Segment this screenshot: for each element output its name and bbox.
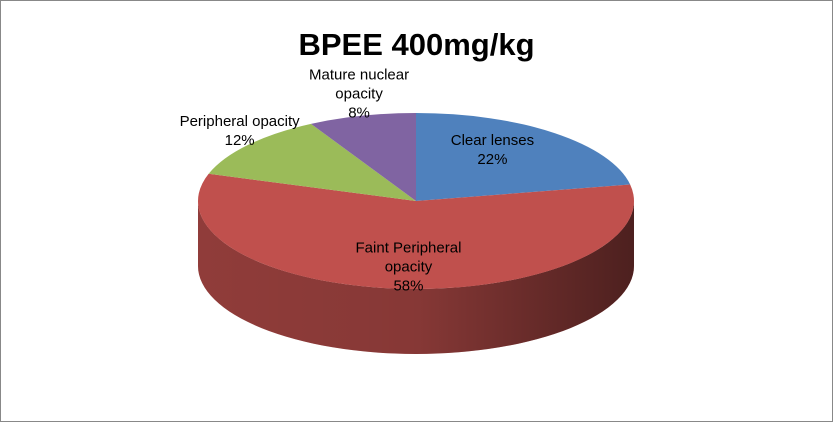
slice-label: Faint Peripheral opacity 58% (338, 238, 478, 295)
value-label: 22% (477, 151, 508, 169)
slice-label: Clear lenses 22% (422, 131, 562, 169)
slice (197, 173, 635, 289)
value-label: 8% (348, 104, 370, 122)
slice-label: Peripheral opacity 12% (170, 112, 310, 150)
category-label: Faint Peripheral opacity (355, 239, 462, 276)
category-label: Mature nuclear opacity (309, 66, 410, 103)
slice-side-shade (198, 201, 634, 354)
slice (310, 113, 416, 201)
chart-title: BPEE 400mg/kg (298, 27, 535, 62)
value-label: 12% (224, 131, 255, 149)
category-label: Peripheral opacity (179, 112, 300, 130)
category-label: Clear lenses (450, 132, 535, 150)
value-label: 58% (393, 277, 424, 295)
slice (208, 123, 416, 201)
slice (416, 113, 631, 201)
slice-label: Mature nuclear opacity 8% (289, 66, 429, 123)
